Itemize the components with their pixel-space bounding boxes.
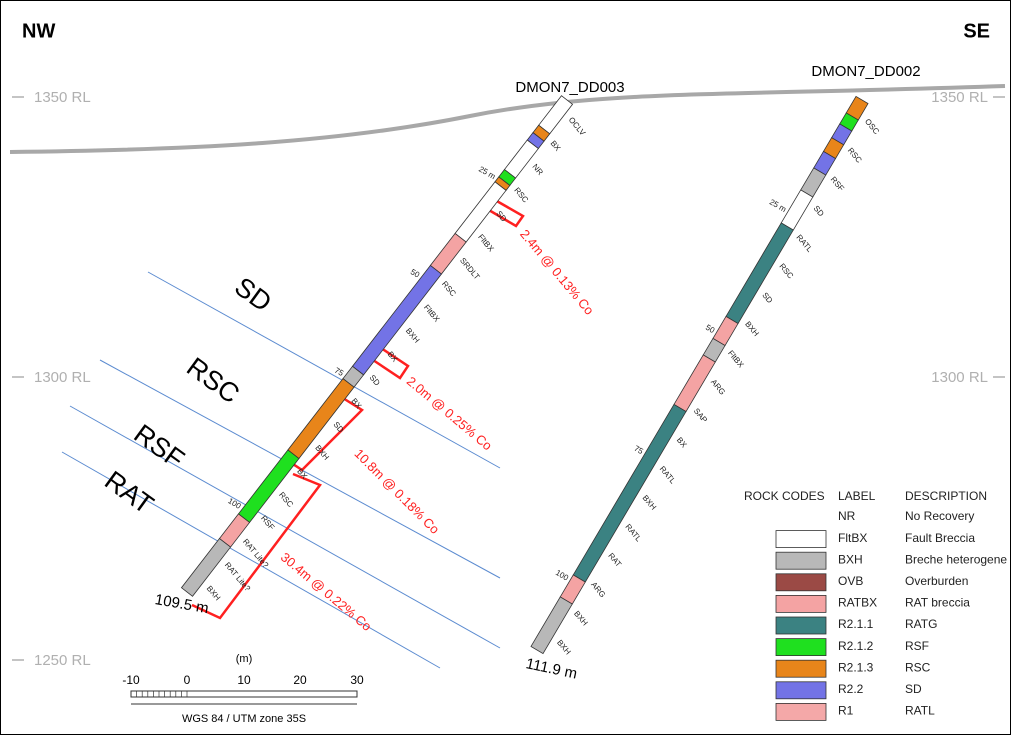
scale-tick: -10 — [122, 673, 140, 687]
rl-label: 1350 RL — [931, 89, 988, 106]
legend-swatch — [776, 552, 826, 569]
legend-description: RAT breccia — [905, 596, 970, 610]
legend-description: RATL — [905, 704, 935, 718]
legend-swatch — [776, 703, 826, 720]
legend-header: LABEL — [838, 489, 876, 503]
legend-swatch — [776, 595, 826, 612]
corner-label: NW — [22, 20, 55, 42]
legend-description: Fault Breccia — [905, 531, 975, 545]
legend-label: OVB — [838, 574, 863, 588]
legend-label: FltBX — [838, 531, 867, 545]
rl-label: 1350 RL — [34, 89, 91, 106]
legend-header: ROCK CODES — [744, 489, 825, 503]
hole-name: DMON7_DD003 — [515, 79, 624, 96]
legend-label: R2.1.2 — [838, 639, 874, 653]
cross-section: 1350 RL 1300 RL 1250 RL 1350 RL 1300 RL … — [0, 0, 1011, 735]
legend-description: RATG — [905, 617, 937, 631]
hole-name: DMON7_DD002 — [811, 63, 920, 80]
legend-label: R2.1.1 — [838, 617, 874, 631]
scale-tick: 30 — [350, 673, 364, 687]
legend-swatch — [776, 660, 826, 677]
scale-unit: (m) — [236, 653, 253, 665]
legend-swatch — [776, 531, 826, 548]
rl-label: 1300 RL — [931, 369, 988, 386]
legend-swatch — [776, 617, 826, 634]
legend-label: R1 — [838, 704, 854, 718]
scale-caption: WGS 84 / UTM zone 35S — [182, 713, 306, 725]
legend-description: SD — [905, 682, 922, 696]
scale-tick: 0 — [184, 673, 191, 687]
legend-swatch — [776, 639, 826, 656]
legend-label: BXH — [838, 552, 863, 566]
legend-description: Breche heterogene — [905, 552, 1007, 566]
legend-label: R2.1.3 — [838, 660, 874, 674]
legend-description: Overburden — [905, 574, 968, 588]
legend-label: RATBX — [838, 596, 877, 610]
legend-description: RSF — [905, 639, 929, 653]
corner-label: SE — [963, 20, 990, 42]
legend-header: DESCRIPTION — [905, 489, 987, 503]
legend-swatch — [776, 682, 826, 699]
scale-tick: 20 — [293, 673, 307, 687]
legend-description: No Recovery — [905, 509, 974, 523]
legend-label: NR — [838, 509, 856, 523]
scale-tick: 10 — [237, 673, 251, 687]
rl-label: 1250 RL — [34, 652, 91, 669]
legend-description: RSC — [905, 660, 931, 674]
legend-swatch — [776, 574, 826, 591]
legend-label: R2.2 — [838, 682, 864, 696]
rl-label: 1300 RL — [34, 369, 91, 386]
